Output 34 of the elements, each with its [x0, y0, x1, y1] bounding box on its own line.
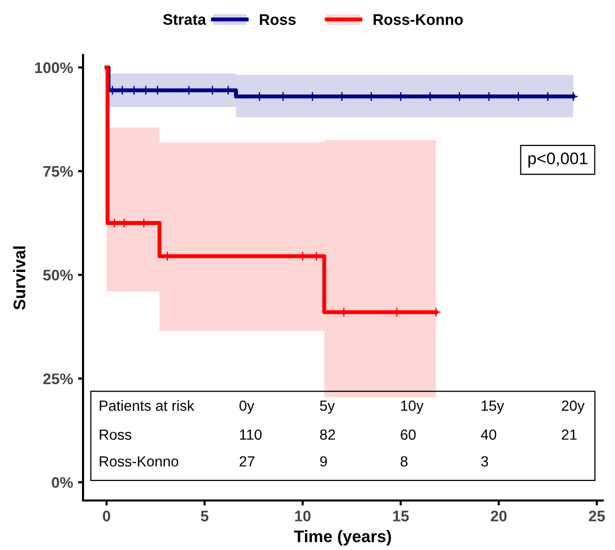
annotation: 110 — [240, 429, 262, 440]
x-tick-label: 10 — [295, 510, 311, 522]
annotation: 3 — [481, 456, 488, 467]
annotation: Patients at risk — [100, 400, 194, 411]
y-tick-label: 50% — [43, 270, 73, 281]
annotation: 82 — [320, 429, 335, 440]
y-tick-label: 100% — [35, 62, 73, 74]
x-tick-label: 20 — [490, 510, 507, 522]
y-tick-label: 0% — [52, 477, 73, 488]
annotation: Ross — [100, 430, 132, 440]
annotation: 40 — [480, 429, 496, 440]
annotation: 10y — [401, 400, 424, 414]
y-tick-label: 25% — [43, 373, 73, 384]
annotation: 0y — [239, 400, 254, 414]
annotation: 15y — [482, 400, 504, 414]
annotation: Ross-Konno — [100, 456, 178, 467]
x-tick-label: 0 — [102, 510, 110, 522]
annotation: 8 — [400, 456, 408, 467]
y-axis-title: Survival — [13, 246, 26, 310]
x-tick-label: 25 — [588, 510, 605, 522]
annotation: 5y — [320, 400, 335, 414]
annotation: 27 — [240, 456, 254, 466]
annotation: 21 — [562, 429, 577, 440]
annotation: 9 — [320, 456, 327, 467]
x-axis-title: Time (years) — [294, 530, 391, 546]
x-tick-label: 5 — [200, 510, 208, 522]
annotation: 20y — [562, 400, 585, 414]
y-tick-label: 75% — [43, 166, 73, 177]
annotation: 60 — [400, 429, 416, 440]
x-tick-label: 15 — [393, 510, 409, 522]
legend-title: Strata — [163, 14, 206, 25]
legend-label: Ross-Konno — [374, 14, 463, 25]
annotation: p<0,001 — [528, 152, 588, 168]
legend-label: Ross — [260, 14, 296, 25]
